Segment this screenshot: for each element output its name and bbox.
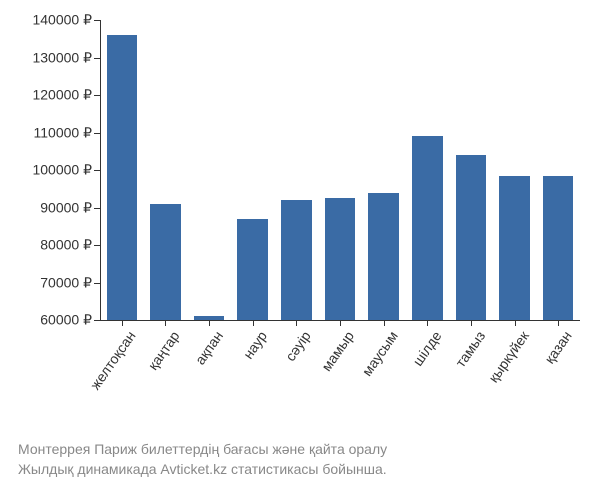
bar — [412, 136, 443, 320]
bar — [107, 35, 138, 320]
y-tick-label: 90000 ₽ — [40, 199, 92, 216]
x-tick-mark — [340, 320, 341, 326]
bars-group — [100, 20, 580, 320]
x-tick-label: қазан — [542, 328, 576, 366]
y-tick-label: 110000 ₽ — [34, 124, 92, 141]
x-tick-mark — [471, 320, 472, 326]
x-tick-label: сәуір — [282, 328, 314, 364]
x-tick-label: шілде — [409, 328, 444, 369]
caption-line-2: Жылдық динамикада Avticket.kz статистика… — [18, 460, 588, 480]
chart-container: 60000 ₽ 70000 ₽ 80000 ₽ 90000 ₽ 100000 ₽ 1100… — [0, 0, 600, 500]
x-tick-label: тамыз — [452, 328, 488, 370]
bar — [150, 204, 181, 320]
plot-area — [100, 20, 580, 320]
x-tick-label: маусым — [359, 328, 401, 379]
y-axis: 60000 ₽70000 ₽80000 ₽90000 ₽100000 ₽1100… — [0, 20, 100, 320]
y-tick-label: 120000 ₽ — [32, 87, 92, 104]
chart-caption: Монтеррея Париж билеттердің бағасы және … — [18, 440, 588, 479]
x-tick-mark — [296, 320, 297, 326]
bar — [368, 193, 399, 321]
y-tick-label: 70000 ₽ — [40, 274, 92, 291]
bar — [325, 198, 356, 320]
x-tick-label: желтоқсан — [87, 328, 139, 393]
x-tick-mark — [515, 320, 516, 326]
y-tick-label: 60000 ₽ — [40, 312, 92, 329]
x-tick-mark — [558, 320, 559, 326]
x-tick-mark — [209, 320, 210, 326]
y-tick-label: 130000 ₽ — [32, 49, 92, 66]
x-tick-mark — [253, 320, 254, 326]
bar — [456, 155, 487, 320]
x-tick-mark — [384, 320, 385, 326]
caption-line-1: Монтеррея Париж билеттердің бағасы және … — [18, 440, 588, 460]
bar — [237, 219, 268, 320]
x-axis: желтоқсанқаңтарақпаннаурсәуірмамырмаусым… — [100, 320, 580, 440]
y-tick-label: 140000 ₽ — [32, 12, 92, 29]
bar — [281, 200, 312, 320]
x-tick-mark — [122, 320, 123, 326]
x-tick-mark — [427, 320, 428, 326]
x-tick-mark — [165, 320, 166, 326]
x-tick-label: ақпан — [192, 328, 226, 367]
y-tick-label: 100000 ₽ — [32, 162, 92, 179]
x-tick-label: наур — [240, 328, 270, 362]
x-tick-label: қаңтар — [145, 328, 183, 373]
bar — [499, 176, 530, 320]
bar — [543, 176, 574, 320]
x-tick-label: мамыр — [318, 328, 357, 374]
x-tick-label: қыркүйек — [485, 328, 532, 385]
y-tick-label: 80000 ₽ — [40, 237, 92, 254]
